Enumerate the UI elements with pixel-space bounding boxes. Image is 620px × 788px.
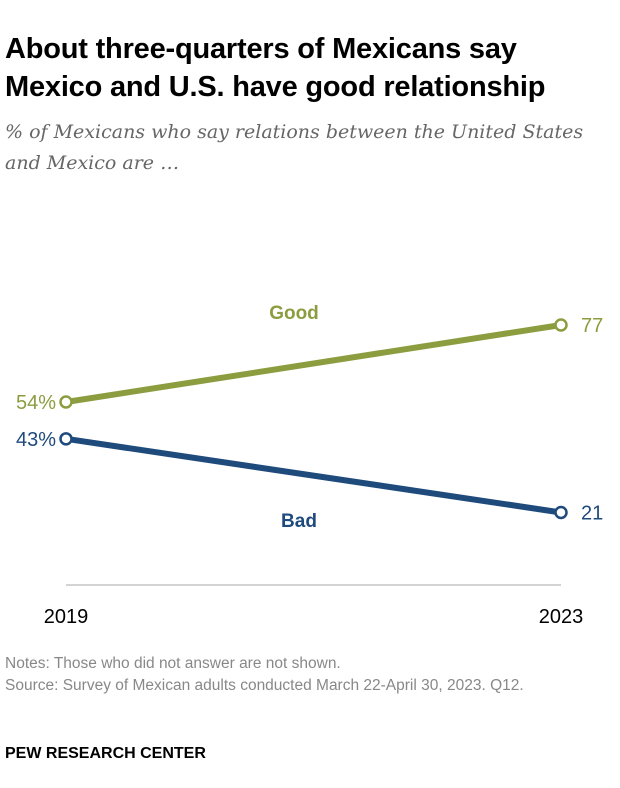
data-label-good-2023: 77 [581, 315, 603, 337]
data-point-bad-2019 [59, 432, 73, 446]
chart-notes: Notes: Those who did not answer are not … [5, 653, 605, 697]
data-point-good-2023 [554, 318, 568, 332]
series-line-bad [63, 435, 564, 516]
data-label-good-2019: 54% [16, 392, 56, 414]
data-point-good-2019 [59, 395, 73, 409]
chart-title: About three-quarters of Mexicans say Mex… [5, 33, 546, 103]
x-tick-label-2023: 2023 [539, 606, 584, 628]
series-name-label-good: Good [269, 303, 319, 324]
data-point-bad-2023 [554, 505, 568, 520]
chart-subtitle: % of Mexicans who say relations between … [5, 121, 584, 174]
data-label-bad-2023: 21 [581, 502, 603, 524]
series-name-label-bad: Bad [281, 511, 317, 532]
x-tick-label-2019: 2019 [44, 606, 89, 628]
data-label-bad-2019: 43% [16, 429, 56, 451]
notes-text: Notes: Those who did not answer are not … [5, 655, 341, 672]
source-text: Source: Survey of Mexican adults conduct… [5, 677, 524, 694]
series-line-good [63, 322, 564, 405]
brand-label: PEW RESEARCH CENTER [5, 745, 206, 762]
